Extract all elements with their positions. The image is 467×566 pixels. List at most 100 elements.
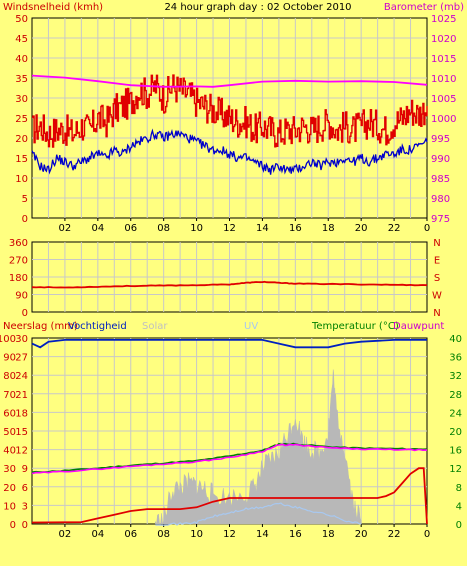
- temperature-axis-label: Temperatuur (°C): [311, 321, 399, 332]
- rain-ytick-label: 30: [3, 464, 16, 475]
- temperature-ytick-label: 4: [456, 501, 462, 512]
- climate-panel-xtick-label: 08: [157, 529, 170, 540]
- wind-panel-xtick-label: 06: [124, 223, 137, 234]
- temperature-ytick-label: 12: [449, 464, 462, 475]
- rain-ytick-label: 90: [3, 353, 16, 364]
- baro-axis-label: Barometer (mb): [384, 2, 464, 13]
- humidity-axis-label: Vochtigheid: [68, 321, 127, 332]
- temperature-ytick-label: 8: [456, 483, 462, 494]
- climate-panel-xtick-label: 10: [190, 529, 203, 540]
- temperature-line: [31, 442, 428, 473]
- wind-ytick-label: 35: [15, 74, 28, 85]
- direction-ytick-label: 90: [15, 291, 28, 302]
- baro-ytick-label: 990: [431, 154, 450, 165]
- wind-axis-label: Windsnelheid (kmh): [3, 2, 103, 13]
- solar-area: [155, 369, 362, 525]
- wind-panel-xtick-label: 16: [289, 223, 302, 234]
- temperature-ytick-label: 32: [449, 371, 462, 382]
- climate-panel-xtick-label: 04: [91, 529, 104, 540]
- rain-ytick-label-secondary: 12: [15, 446, 28, 457]
- chart-title: 24 hour graph day : 02 October 2010: [164, 2, 351, 13]
- wind-gust-line: [32, 74, 428, 148]
- rain-ytick-label-secondary: 27: [15, 353, 28, 364]
- compass-label: N: [433, 238, 440, 249]
- temperature-ytick-label: 24: [449, 408, 462, 419]
- rain-ytick-label-secondary: 6: [22, 483, 28, 494]
- rain-axis-label: Neerslag (mm): [3, 321, 78, 332]
- climate-panel-xtick-label: 22: [388, 529, 401, 540]
- climate-panel-xtick-label: 20: [355, 529, 368, 540]
- climate-panel-xtick-label: 06: [124, 529, 137, 540]
- rain-ytick-label: 20: [3, 483, 16, 494]
- rain-ytick-label: 100: [0, 334, 16, 345]
- baro-ytick-label: 1005: [431, 94, 456, 105]
- rain-ytick-label-secondary: 18: [15, 408, 28, 419]
- dewpoint-line: [31, 443, 428, 475]
- climate-panel-xtick-label: 16: [289, 529, 302, 540]
- baro-ytick-label: 975: [431, 214, 450, 225]
- direction-ytick-label: 360: [9, 238, 28, 249]
- wind-panel-xtick-label: 20: [355, 223, 368, 234]
- baro-ytick-label: 980: [431, 194, 450, 205]
- rain-ytick-label: 80: [3, 371, 16, 382]
- climate-panel-xtick-label: 18: [322, 529, 335, 540]
- uv-line: [155, 502, 362, 526]
- baro-ytick-label: 1000: [431, 114, 456, 125]
- wind-ytick-label: 15: [15, 154, 28, 165]
- wind-ytick-label: 25: [15, 114, 28, 125]
- wind-ytick-label: 45: [15, 34, 28, 45]
- temperature-ytick-label: 40: [449, 334, 462, 345]
- climate-panel-xtick-label: 02: [59, 529, 72, 540]
- wind-ytick-label: 5: [22, 194, 28, 205]
- rain-ytick-label: 10: [3, 501, 16, 512]
- barometer-line: [31, 74, 428, 88]
- compass-label: S: [434, 273, 440, 284]
- rain-ytick-label-secondary: 21: [15, 390, 28, 401]
- wind-panel-xtick-label: 08: [157, 223, 170, 234]
- rain-ytick-label: 50: [3, 427, 16, 438]
- rain-ytick-label-secondary: 9: [22, 464, 28, 475]
- wind-ytick-label: 20: [15, 134, 28, 145]
- climate-panel-xtick-label: 12: [223, 529, 236, 540]
- wind-panel-xtick-label: 22: [388, 223, 401, 234]
- rain-ytick-label: 70: [3, 390, 16, 401]
- wind-direction-line: [31, 280, 428, 289]
- temperature-ytick-label: 28: [449, 390, 462, 401]
- temperature-ytick-label: 20: [449, 427, 462, 438]
- rain-ytick-label-secondary: 30: [15, 334, 28, 345]
- wind-panel-xtick-label: 12: [223, 223, 236, 234]
- baro-ytick-label: 995: [431, 134, 450, 145]
- wind-ytick-label: 50: [15, 14, 28, 25]
- solar-axis-label: Solar: [142, 321, 168, 332]
- wind-panel-xtick-label: 04: [91, 223, 104, 234]
- wind-panel-xtick-label: 02: [59, 223, 72, 234]
- wind-panel-xtick-label: 10: [190, 223, 203, 234]
- climate-panel-xtick-label: 14: [256, 529, 269, 540]
- wind-panel-xtick-label: 14: [256, 223, 269, 234]
- compass-label: W: [432, 291, 442, 302]
- baro-ytick-label: 985: [431, 174, 450, 185]
- rain-ytick-label: 40: [3, 446, 16, 457]
- wind-average-line: [31, 128, 428, 175]
- wind-ytick-label: 0: [22, 214, 28, 225]
- wind-panel-xtick-label: 18: [322, 223, 335, 234]
- wind-panel-xtick-label: 0: [424, 223, 430, 234]
- rain-ytick-label-secondary: 24: [15, 371, 28, 382]
- rain-ytick-label: 0: [10, 520, 16, 531]
- temperature-ytick-label: 0: [456, 520, 462, 531]
- temperature-ytick-label: 36: [449, 353, 462, 364]
- rain-ytick-label-secondary: 3: [22, 501, 28, 512]
- baro-ytick-label: 1010: [431, 74, 456, 85]
- wind-ytick-label: 40: [15, 54, 28, 65]
- dewpoint-axis-label: Dauwpunt: [393, 321, 444, 332]
- compass-label: E: [434, 256, 440, 267]
- baro-ytick-label: 1025: [431, 14, 456, 25]
- uv-axis-label: UV: [244, 321, 258, 332]
- temperature-ytick-label: 16: [449, 446, 462, 457]
- wind-ytick-label: 10: [15, 174, 28, 185]
- direction-ytick-label: 180: [9, 273, 28, 284]
- direction-ytick-label: 0: [22, 308, 28, 319]
- compass-label: N: [433, 308, 440, 319]
